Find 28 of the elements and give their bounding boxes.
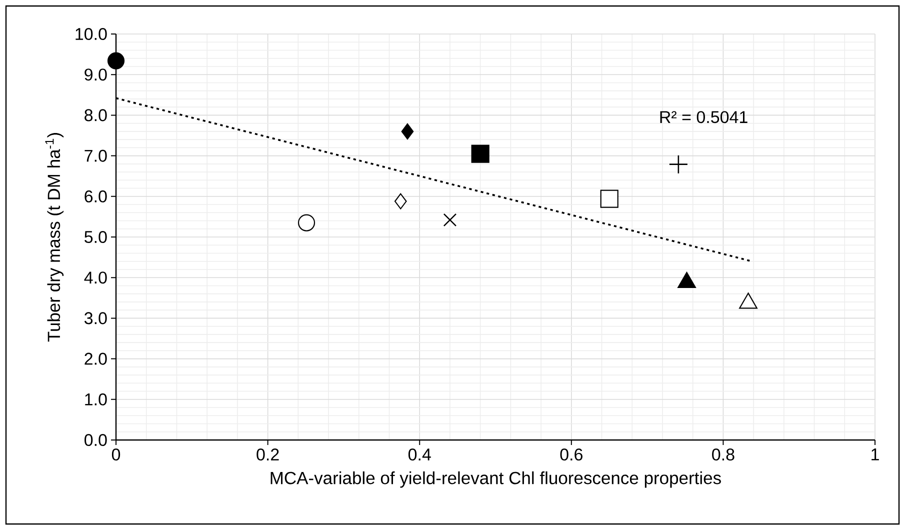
y-tick-label: 10.0 [76, 28, 107, 40]
y-tick-label: 4.0 [84, 272, 107, 284]
y-tick-label: 2.0 [84, 352, 107, 365]
x-tick-label: 0.4 [408, 448, 431, 461]
y-tick-label: 5.0 [84, 230, 107, 244]
y-axis-title: Tuber dry mass (t DM ha$^{-1}$) [45, 133, 64, 342]
x-tick-label: 0 [112, 448, 120, 461]
point [600, 190, 618, 208]
annotation: R² = 0.5041 [660, 111, 748, 124]
y-tick-label: 9.0 [84, 68, 107, 81]
y-tick-label: 8.0 [84, 109, 107, 122]
point [471, 144, 490, 163]
point [107, 52, 125, 70]
point [394, 193, 407, 210]
y-tick-label: 0.0 [84, 434, 107, 446]
point [401, 123, 414, 140]
x-tick-label: 0.2 [256, 448, 279, 461]
x-tick-label: 0.8 [712, 448, 734, 461]
y-tick-label: 1.0 [85, 393, 107, 406]
y-tick-label: 6.0 [84, 190, 107, 202]
point [443, 213, 457, 227]
x-axis-title: MCA-variable of yield-relevant Chl fluorescence properties [270, 471, 721, 488]
y-tick-label: 3.0 [84, 312, 107, 324]
y-tick-label: 7.0 [84, 150, 107, 162]
x-tick-label: 1 [872, 448, 879, 460]
point [668, 154, 688, 174]
x-tick-label: 0.6 [560, 448, 582, 461]
point [298, 214, 316, 232]
